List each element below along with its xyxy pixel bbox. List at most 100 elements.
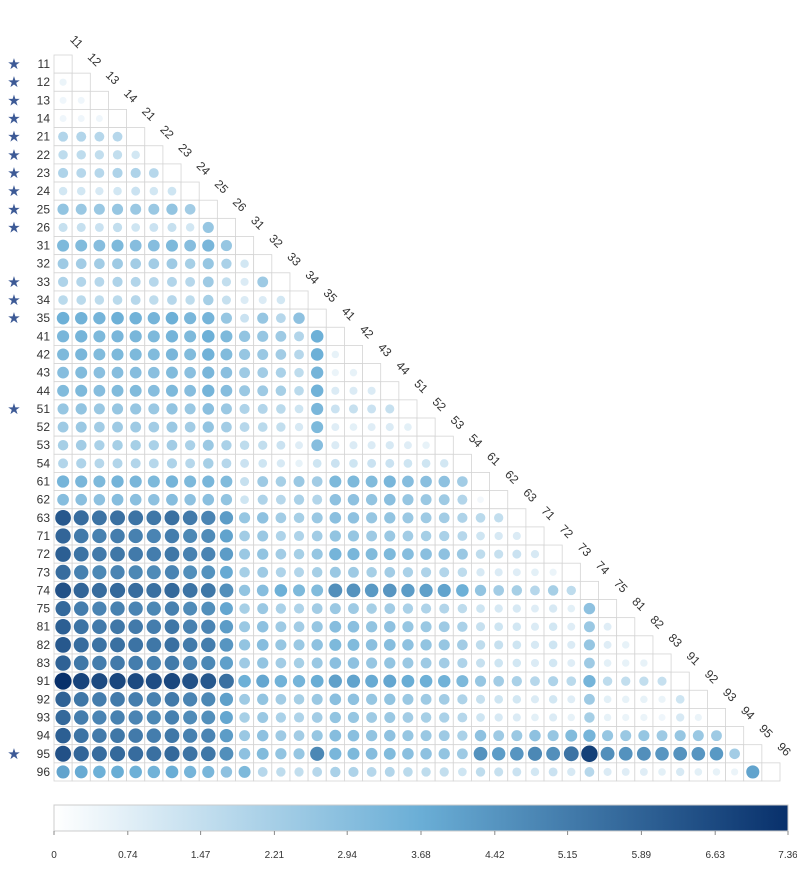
correlation-circle-53-25 xyxy=(202,439,214,451)
correlation-circle-93-61 xyxy=(476,713,485,722)
correlation-circle-81-13 xyxy=(92,619,107,635)
correlation-circle-44-11 xyxy=(57,384,70,397)
correlation-circle-82-63 xyxy=(512,640,522,650)
correlation-circle-61-31 xyxy=(240,476,250,487)
correlation-circle-82-24 xyxy=(182,637,198,653)
correlation-circle-63-11 xyxy=(55,509,71,526)
correlation-circle-43-26 xyxy=(220,366,233,379)
column-label-61: 61 xyxy=(484,449,504,469)
correlation-circle-96-62 xyxy=(494,767,504,777)
correlation-circle-63-32 xyxy=(257,512,269,524)
correlation-circle-61-12 xyxy=(75,475,88,488)
star-icon: ★ xyxy=(7,183,20,200)
column-label-24: 24 xyxy=(194,159,214,179)
correlation-circle-35-11 xyxy=(56,311,70,325)
correlation-circle-92-51 xyxy=(402,693,414,705)
correlation-circle-54-21 xyxy=(130,458,141,469)
correlation-circle-21-14 xyxy=(112,131,123,142)
correlation-circle-32-24 xyxy=(184,258,196,269)
correlation-circle-61-22 xyxy=(147,475,160,488)
row-label-61: 61 xyxy=(37,475,51,489)
correlation-circle-53-42 xyxy=(349,441,358,450)
correlation-circle-26-23 xyxy=(167,222,177,232)
correlation-circle-94-74 xyxy=(583,729,596,742)
correlation-circle-95-12 xyxy=(73,746,89,762)
correlation-circle-53-11 xyxy=(57,439,69,451)
correlation-circle-96-34 xyxy=(294,767,304,777)
correlation-circle-32-14 xyxy=(112,258,123,270)
correlation-circle-44-23 xyxy=(165,384,178,397)
correlation-circle-43-25 xyxy=(202,366,215,379)
correlation-circle-75-44 xyxy=(384,603,396,614)
correlation-circle-91-73 xyxy=(566,676,577,686)
correlation-circle-43-34 xyxy=(294,367,304,378)
correlation-circle-26-25 xyxy=(202,221,214,233)
correlation-circle-73-26 xyxy=(220,565,233,579)
correlation-circle-61-25 xyxy=(202,475,215,488)
correlation-circle-32-23 xyxy=(166,258,178,270)
correlation-circle-93-63 xyxy=(512,713,521,722)
correlation-circle-23-21 xyxy=(130,167,141,179)
correlation-circle-73-44 xyxy=(384,566,396,578)
correlation-circle-73-25 xyxy=(201,565,216,580)
correlation-circle-95-11 xyxy=(55,745,72,762)
correlation-circle-35-12 xyxy=(75,311,88,325)
correlation-circle-82-73 xyxy=(567,640,576,649)
correlation-circle-33-31 xyxy=(240,277,249,286)
correlation-circle-61-44 xyxy=(383,475,396,488)
correlation-circle-42-23 xyxy=(165,348,179,361)
correlation-circle-81-51 xyxy=(402,621,414,633)
correlation-circle-71-24 xyxy=(183,528,198,544)
correlation-circle-26-11 xyxy=(58,222,68,232)
correlation-circle-25-21 xyxy=(130,203,142,215)
correlation-circle-93-14 xyxy=(110,710,125,725)
correlation-circle-81-72 xyxy=(548,622,558,631)
correlation-circle-96-83 xyxy=(658,768,666,776)
correlation-circle-14-13 xyxy=(95,115,103,122)
correlation-circle-34-22 xyxy=(149,295,159,305)
correlation-circle-94-54 xyxy=(457,730,468,741)
correlation-circle-75-32 xyxy=(257,603,269,615)
correlation-circle-92-35 xyxy=(311,693,323,705)
correlation-circle-71-12 xyxy=(73,528,89,544)
correlation-circle-51-31 xyxy=(239,403,250,415)
correlation-circle-32-25 xyxy=(202,258,214,270)
matrix-cell xyxy=(634,635,654,655)
correlation-circle-62-53 xyxy=(438,494,450,506)
column-label-52: 52 xyxy=(430,395,450,415)
correlation-circle-54-34 xyxy=(295,459,303,468)
correlation-circle-94-92 xyxy=(692,730,704,742)
correlation-circle-93-33 xyxy=(275,712,287,723)
correlation-circle-96-31 xyxy=(238,765,251,778)
correlation-circle-91-12 xyxy=(73,672,90,690)
correlation-circle-81-61 xyxy=(475,622,486,632)
correlation-circle-61-24 xyxy=(184,475,197,488)
correlation-circle-83-74 xyxy=(584,657,595,669)
correlation-circle-83-13 xyxy=(92,655,107,671)
correlation-circle-41-22 xyxy=(147,330,160,343)
correlation-circle-52-23 xyxy=(166,421,178,433)
row-label-35: 35 xyxy=(37,311,51,325)
correlation-circle-71-52 xyxy=(420,530,432,542)
correlation-circle-63-14 xyxy=(110,510,125,526)
column-label-94: 94 xyxy=(738,703,758,723)
correlation-circle-75-53 xyxy=(439,603,450,614)
correlation-circle-31-21 xyxy=(129,239,142,252)
correlation-circle-96-33 xyxy=(276,767,286,777)
column-label-95: 95 xyxy=(756,721,776,741)
correlation-circle-83-73 xyxy=(567,659,576,667)
correlation-circle-61-14 xyxy=(111,475,124,488)
correlation-circle-83-14 xyxy=(110,655,125,671)
correlation-circle-52-43 xyxy=(367,423,376,432)
colorbar-tick-label: 5.89 xyxy=(632,850,652,861)
correlation-circle-71-34 xyxy=(293,530,305,542)
matrix-cell xyxy=(452,453,472,473)
correlation-circle-62-24 xyxy=(184,493,196,506)
correlation-circle-33-26 xyxy=(221,277,232,287)
correlation-circle-96-44 xyxy=(384,766,395,777)
correlation-circle-82-26 xyxy=(219,638,234,652)
row-label-34: 34 xyxy=(37,293,51,307)
correlation-circle-95-74 xyxy=(581,745,598,763)
correlation-circle-92-52 xyxy=(420,693,432,705)
correlation-circle-43-31 xyxy=(239,367,250,379)
